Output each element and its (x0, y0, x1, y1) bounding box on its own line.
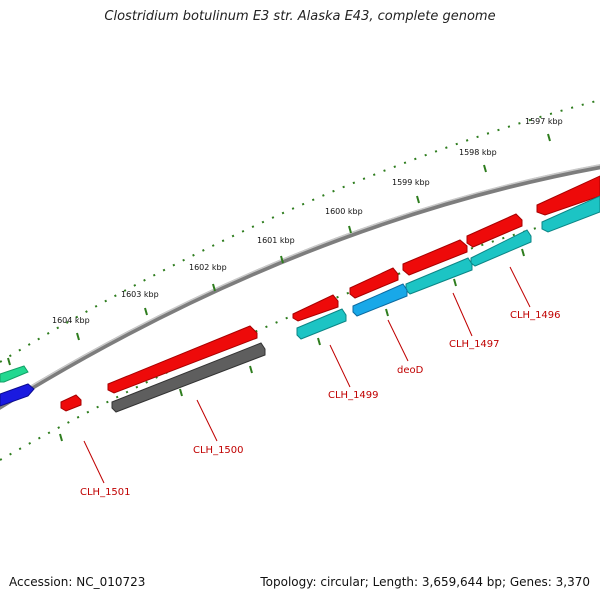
reverse-strand-genes (111, 195, 600, 413)
gene-partial-green (0, 365, 29, 383)
gene-label-clh-1497[interactable]: CLH_1497 (449, 339, 500, 350)
forward-strand-genes (60, 175, 600, 412)
gene-clh-1501-upper (60, 394, 82, 412)
gene-label-clh-1501[interactable]: CLH_1501 (80, 487, 131, 498)
gene-label-clh-1500[interactable]: CLH_1500 (193, 445, 244, 456)
map-title: Clostridium botulinum E3 str. Alaska E43… (104, 9, 496, 24)
scale-label-1604: 1604 kbp (52, 316, 90, 325)
genome-backbone-highlight (0, 164, 600, 406)
accession-text: Accession: NC_010723 (9, 575, 146, 589)
major-ticks-inner (59, 248, 525, 442)
scale-label-1603: 1603 kbp (121, 290, 159, 299)
gene-clh-1499-upper (292, 294, 339, 322)
gene-deod-lower (352, 283, 408, 317)
gene-clh-1499-lower (296, 308, 347, 340)
gene-label-deod[interactable]: deoD (397, 365, 424, 376)
gene-clh-1500-upper (107, 325, 258, 394)
scale-label-1597: 1597 kbp (525, 117, 563, 126)
gene-clh-1496-upper (536, 175, 600, 216)
gene-clh-1500-lower (111, 342, 266, 413)
scale-label-1599: 1599 kbp (392, 178, 430, 187)
genome-backbone (0, 164, 600, 410)
gene-clh-1497-upper (466, 213, 523, 248)
gene-label-clh-1499[interactable]: CLH_1499 (328, 390, 379, 401)
gene-deod-upper (349, 267, 399, 299)
genome-summary-text: Topology: circular; Length: 3,659,644 bp… (260, 575, 590, 589)
gene-clh-1497b-upper (402, 239, 468, 276)
scale-label-1600: 1600 kbp (325, 207, 363, 216)
major-ticks-outer (7, 133, 551, 366)
gene-clh-1496-lower (541, 195, 600, 233)
scale-label-1598: 1598 kbp (459, 148, 497, 157)
label-leaders (83, 266, 531, 484)
gene-label-clh-1496[interactable]: CLH_1496 (510, 310, 561, 321)
gene-partial-blue (0, 383, 35, 407)
scale-label-1601: 1601 kbp (257, 236, 295, 245)
scale-label-1602: 1602 kbp (189, 263, 227, 272)
